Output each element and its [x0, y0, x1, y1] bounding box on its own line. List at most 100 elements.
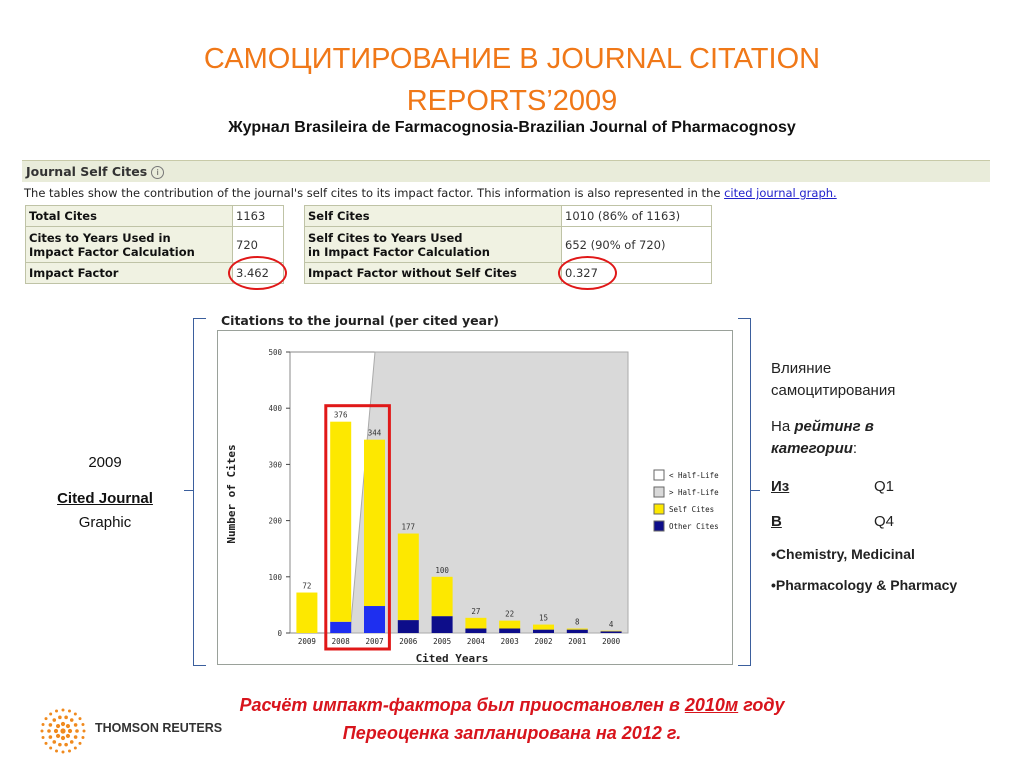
logo-dot	[73, 735, 78, 739]
self-cites-table: Self Cites 1010 (86% of 1163) Self Cites …	[304, 205, 712, 284]
title-line-1: САМОЦИТИРОВАНИЕ В JOURNAL CITATION	[203, 43, 821, 75]
slide-subtitle: Журнал Brasileira de Farmacognosia-Brazi…	[228, 119, 796, 136]
y-tick-label-0: 0	[277, 629, 282, 638]
logo-dot	[53, 728, 59, 734]
self-cites-bar-2004	[465, 617, 487, 629]
logo-dot	[49, 712, 53, 716]
x-tick-label-2002: 2002	[534, 637, 552, 646]
logo-dot	[58, 715, 62, 720]
bar-total-label-2006: 177	[402, 523, 416, 532]
self-cites-bar-2002	[533, 624, 554, 630]
left-bracket	[193, 318, 206, 666]
logo-dot	[47, 729, 51, 733]
logo-dot	[64, 742, 68, 747]
impact-factor-highlight-ring	[228, 256, 287, 290]
self-cites-years-label: Self Cites to Years Used in Impact Factor…	[304, 226, 562, 263]
bar-total-label-2007: 344	[368, 429, 382, 438]
other-cites-bar-2003	[499, 628, 521, 633]
cited-journal-graph-link[interactable]: cited journal graph.	[724, 186, 837, 200]
logo-dot	[44, 741, 48, 745]
self-cites-value: 1010 (86% of 1163)	[561, 205, 712, 227]
y-tick-label-200: 200	[268, 517, 282, 526]
y-tick-label-100: 100	[268, 573, 282, 582]
logo-dot	[40, 729, 44, 733]
ranking-emph-2: категории	[771, 440, 853, 457]
right-bracket-tick	[751, 490, 760, 491]
logo-dot	[78, 717, 82, 721]
impact-factor-label: Impact Factor	[25, 262, 233, 284]
logo-dot	[67, 709, 71, 713]
impact-line-1: Влияние	[771, 360, 832, 377]
journal-self-cites-label: Journal Self Cites	[26, 164, 148, 179]
bar-total-label-2000: 4	[609, 620, 614, 629]
from-label: Из	[771, 478, 790, 495]
bottom-note-1b: году	[738, 695, 785, 715]
info-icon[interactable]: i	[151, 166, 165, 179]
right-bracket	[738, 318, 751, 666]
bottom-note-line-1: Расчёт импакт-фактора был приостановлен …	[0, 692, 1024, 718]
quartile-to-row: В Q4	[771, 511, 894, 533]
x-tick-label-2005: 2005	[433, 637, 451, 646]
logo-dot	[41, 735, 45, 739]
caption-graphic: Graphic	[78, 514, 132, 531]
ranking-emph-1: рейтинг в	[794, 418, 874, 435]
legend-label-1: > Half-Life	[669, 488, 719, 497]
self-citation-impact-title: Влияние самоцитирования	[771, 358, 895, 402]
category-pharmacology: •Pharmacology & Pharmacy	[771, 577, 958, 593]
other-cites-bar-2000	[600, 631, 622, 633]
bar-total-label-2003: 22	[505, 610, 514, 619]
x-tick-label-2007: 2007	[365, 637, 383, 646]
y-tick-label-400: 400	[268, 404, 282, 413]
logo-dot	[78, 741, 82, 745]
legend-swatch-3	[653, 520, 665, 532]
thomson-reuters-wordmark: THOMSON REUTERS	[95, 721, 223, 735]
logo-dot	[55, 723, 61, 729]
logo-dot	[52, 740, 57, 744]
legend-swatch-0	[653, 469, 665, 481]
logo-dot	[75, 729, 79, 733]
other-cites-bar-2005	[431, 616, 453, 633]
bottom-note-year: 2010м	[684, 695, 739, 715]
self-cites-label: Self Cites	[304, 205, 562, 227]
x-tick-label-2006: 2006	[399, 637, 418, 646]
x-axis-label: Cited Years	[416, 652, 489, 665]
logo-dot	[41, 723, 45, 727]
logo-dot	[49, 746, 53, 750]
y-axis-label: Number of Cites	[225, 444, 238, 543]
x-tick-label-2009: 2009	[298, 637, 316, 646]
bottom-note-line-2: Переоценка запланирована на 2012 г.	[342, 723, 682, 743]
x-tick-label-2001: 2001	[568, 637, 586, 646]
self-cites-bar-2000	[600, 630, 622, 632]
logo-dots	[40, 708, 86, 754]
x-tick-label-2008: 2008	[332, 637, 351, 646]
legend-swatch-2	[653, 503, 665, 515]
logo-dot	[52, 718, 57, 722]
logo-dot	[64, 715, 68, 720]
bar-total-label-2008: 376	[334, 411, 348, 420]
other-cites-bar-2008	[330, 621, 352, 633]
logo-dot	[82, 729, 86, 733]
cites-to-years-label-line2: Impact Factor Calculation	[29, 244, 195, 259]
title-line-2: REPORTS’2009	[406, 85, 618, 117]
legend-swatch-1	[653, 486, 665, 498]
self-cites-bar-2008	[330, 421, 352, 622]
bottom-note-1a: Расчёт импакт-фактора был приостановлен …	[239, 695, 685, 715]
if-without-self-cites-highlight-ring	[558, 256, 617, 290]
x-tick-label-2003: 2003	[501, 637, 519, 646]
logo-dot	[73, 712, 77, 716]
logo-dot	[55, 733, 61, 739]
bar-total-label-2001: 8	[575, 618, 580, 627]
logo-dot	[60, 735, 66, 741]
logo-dot	[73, 746, 77, 750]
logo-dot	[60, 721, 66, 727]
slide-title: САМОЦИТИРОВАНИЕ В JOURNAL CITATION REPOR…	[0, 38, 1024, 122]
other-cites-bar-2004	[465, 628, 487, 633]
logo-dot	[55, 709, 59, 713]
description-text: The tables show the contribution of the …	[24, 186, 721, 200]
legend-label-2: Self Cites	[669, 505, 714, 514]
logo-dot	[81, 723, 85, 727]
logo-dot	[44, 717, 48, 721]
other-cites-bar-2001	[566, 629, 588, 633]
x-tick-label-2000: 2000	[602, 637, 621, 646]
logo-dot	[67, 728, 73, 734]
